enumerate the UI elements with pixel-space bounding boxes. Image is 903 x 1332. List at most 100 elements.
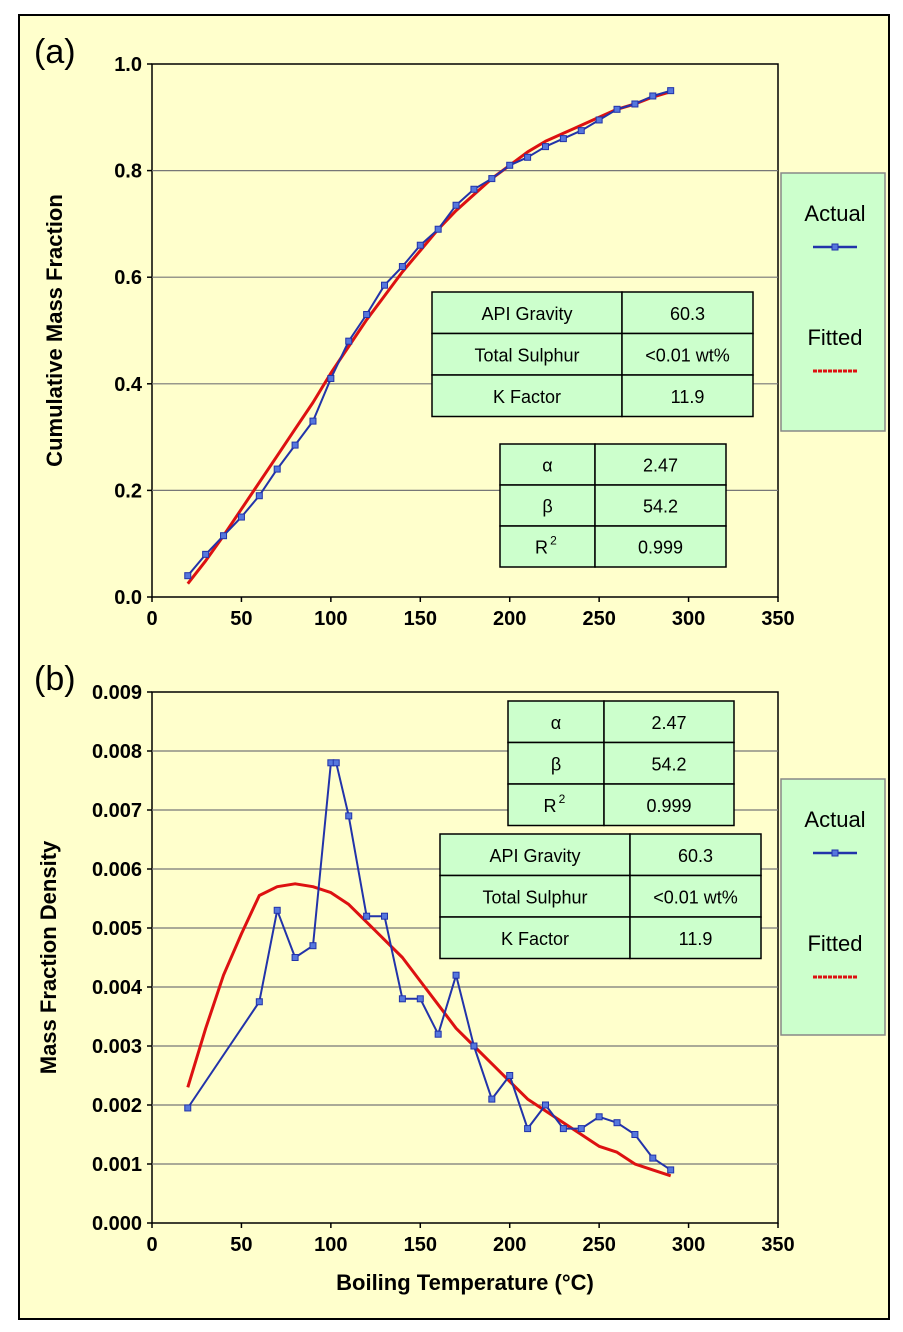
- x-tick-label: 50: [230, 608, 252, 630]
- data-point: [541, 143, 549, 151]
- table-cell-value: <0.01 wt%: [645, 345, 730, 365]
- data-point: [541, 1101, 549, 1109]
- data-point: [613, 1119, 621, 1127]
- y-tick-label: 0.0: [114, 587, 142, 609]
- x-tick-label: 300: [672, 1234, 705, 1256]
- y-tick-label: 0.003: [92, 1036, 142, 1058]
- legend: Actual Fitted: [780, 778, 886, 1036]
- table-cell: [431, 291, 623, 335]
- data-point: [255, 492, 263, 500]
- table-cell-label: β: [551, 754, 561, 774]
- legend: Actual Fitted: [780, 172, 886, 432]
- x-tick-label: 250: [582, 1234, 615, 1256]
- data-point: [613, 105, 621, 113]
- table-cell-label: Total Sulphur: [482, 887, 587, 907]
- table-cell: [507, 700, 605, 744]
- legend-label: Fitted: [807, 931, 862, 956]
- data-point: [434, 1030, 442, 1038]
- x-tick-label: 300: [672, 608, 705, 630]
- data-point: [506, 161, 514, 169]
- properties-table: API Gravity 60.3 Total Sulphur <0.01 wt% K F…: [431, 291, 754, 418]
- table-cell: [629, 874, 762, 918]
- y-axis-title: Mass Fraction Density: [36, 840, 61, 1074]
- data-point: [524, 153, 532, 161]
- data-point: [327, 374, 335, 382]
- x-tick-label: 150: [404, 608, 437, 630]
- x-tick-label: 150: [404, 1234, 437, 1256]
- y-tick-label: 0.005: [92, 918, 142, 940]
- data-point: [273, 465, 281, 473]
- panel-label: (b): [34, 660, 76, 698]
- y-tick-label: 0.2: [114, 480, 142, 502]
- table-cell-label: API Gravity: [481, 304, 572, 324]
- y-tick-label: 0.8: [114, 161, 142, 183]
- series-line-fitted: [186, 90, 672, 585]
- table-cell-label: Total Sulphur: [474, 345, 579, 365]
- data-point: [237, 513, 245, 521]
- table-cell-value: 0.999: [638, 538, 683, 558]
- data-point: [595, 116, 603, 124]
- table-cell: [603, 783, 735, 827]
- y-tick-label: 0.007: [92, 800, 142, 822]
- data-point: [524, 1125, 532, 1133]
- legend-marker: [831, 849, 839, 857]
- x-tick-label: 200: [493, 608, 526, 630]
- table-cell-value: 60.3: [670, 304, 705, 324]
- table-cell-value: 11.9: [679, 929, 713, 949]
- data-point: [345, 812, 353, 820]
- series-line-actual: [187, 89, 671, 577]
- data-point: [631, 1131, 639, 1138]
- y-tick-label: 0.000: [92, 1213, 142, 1235]
- x-tick-label: 0: [146, 608, 157, 630]
- table-cell: [594, 484, 727, 527]
- table-cell-label: K Factor: [493, 387, 561, 407]
- y-tick-label: 0.6: [114, 267, 142, 289]
- data-point: [291, 441, 299, 449]
- data-point: [667, 1166, 675, 1174]
- data-point: [220, 532, 228, 540]
- data-point: [667, 87, 675, 95]
- data-point: [649, 92, 657, 100]
- y-tick-label: 0.001: [92, 1154, 142, 1176]
- table-cell-value: 2.47: [651, 713, 686, 733]
- data-point: [398, 263, 406, 271]
- params-table: α 2.47 β 54.2 R 2 0.999: [499, 443, 727, 568]
- panel-label: (a): [34, 33, 76, 71]
- data-point: [631, 100, 639, 108]
- table-cell-superscript: 2: [550, 534, 557, 548]
- table-cell-value: 11.9: [671, 387, 705, 407]
- legend-box: [780, 778, 886, 1036]
- y-tick-label: 0.002: [92, 1095, 142, 1117]
- table-cell: [603, 741, 735, 785]
- table-cell-value: <0.01 wt%: [653, 887, 738, 907]
- x-axis-title: Boiling Temperature (°C): [336, 1270, 594, 1295]
- data-point: [363, 311, 371, 319]
- x-tick-label: 50: [230, 1234, 252, 1256]
- data-point: [470, 185, 478, 193]
- table-cell: [629, 833, 762, 877]
- data-point: [309, 417, 317, 425]
- data-point: [381, 281, 389, 289]
- data-point: [291, 954, 299, 961]
- data-point: [416, 995, 424, 1003]
- data-point: [416, 241, 424, 249]
- x-tick-label: 350: [761, 608, 794, 630]
- table-cell: [603, 700, 735, 744]
- data-point: [184, 572, 192, 580]
- table-cell-label: R: [535, 538, 548, 558]
- data-point: [309, 942, 317, 950]
- data-point: [345, 337, 353, 345]
- x-tick-label: 200: [493, 1234, 526, 1256]
- properties-table: API Gravity 60.3 Total Sulphur <0.01 wt% K F…: [439, 833, 762, 960]
- data-point: [184, 1104, 192, 1112]
- table-cell-value: 54.2: [651, 754, 686, 774]
- table-cell: [594, 525, 727, 568]
- data-point: [332, 759, 340, 767]
- y-tick-label: 1.0: [114, 54, 142, 76]
- table-cell-value: 0.999: [646, 796, 691, 816]
- params-table: α 2.47 β 54.2 R 2 0.999: [507, 700, 735, 827]
- data-point: [255, 998, 263, 1006]
- data-point: [488, 1095, 496, 1103]
- x-tick-label: 100: [314, 1234, 347, 1256]
- data-point: [506, 1072, 514, 1079]
